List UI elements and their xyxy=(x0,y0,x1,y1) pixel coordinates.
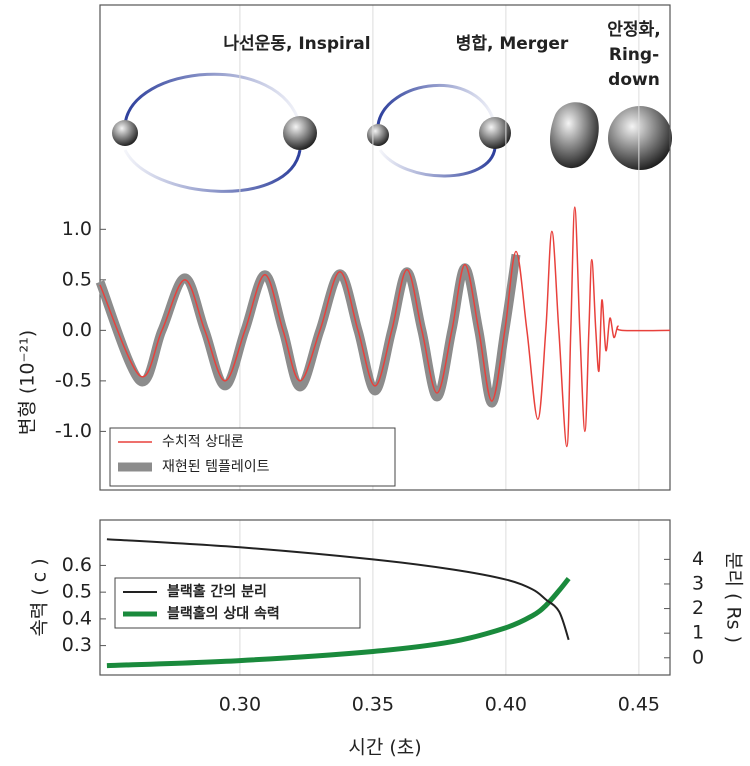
y2-tick-label: 3 xyxy=(692,572,704,594)
y-tick-label: 0.0 xyxy=(62,319,92,341)
y-axis-label: 변형 (10⁻²¹) xyxy=(17,330,39,435)
y-tick-label: 0.5 xyxy=(62,268,92,290)
orbit xyxy=(378,147,497,178)
y-tick-label: 0.4 xyxy=(62,607,92,629)
black-hole xyxy=(283,116,317,150)
y-tick-label: -1.0 xyxy=(55,420,92,442)
legend-box xyxy=(109,427,396,487)
annotation: down xyxy=(608,70,660,90)
orbit xyxy=(123,72,302,126)
illustration xyxy=(112,72,672,193)
x-tick-label: 0.30 xyxy=(219,694,261,716)
y-tick-label: 0.5 xyxy=(62,581,92,603)
series-line xyxy=(99,206,671,448)
legend-label: 수치적 상대론 xyxy=(162,434,244,450)
y2-tick-label: 4 xyxy=(692,548,704,570)
y-tick-label: -0.5 xyxy=(55,369,92,391)
x-tick-label: 0.45 xyxy=(618,694,660,716)
black-hole xyxy=(112,120,138,146)
y-tick-label: 0.6 xyxy=(62,554,92,576)
x-axis-label: 시간 (초) xyxy=(348,737,421,759)
final-black-hole xyxy=(608,106,672,170)
orbit xyxy=(123,149,302,193)
merging-black-hole xyxy=(550,102,599,169)
annotation: 나선운동, Inspiral xyxy=(223,34,370,54)
series-line xyxy=(106,538,570,641)
series-line xyxy=(106,576,571,669)
y-tick-label: 1.0 xyxy=(62,218,92,240)
x-tick-label: 0.35 xyxy=(352,694,394,716)
y-tick-label: 0.3 xyxy=(62,634,92,656)
orbit xyxy=(376,83,497,126)
plot-frame xyxy=(99,519,671,676)
x-tick-label: 0.40 xyxy=(485,694,527,716)
legend-label: 블랙홀 간의 분리 xyxy=(167,583,267,600)
y-axis-label: 속력 ( c ) xyxy=(29,558,51,636)
legend-label: 블랙홀의 상대 속력 xyxy=(167,605,280,622)
y2-axis-label: 분리 ( Rs ) xyxy=(723,552,745,643)
legend-label: 재현된 템플레이트 xyxy=(162,459,270,475)
y2-tick-label: 1 xyxy=(692,622,704,644)
y2-tick-label: 2 xyxy=(692,597,704,619)
annotation: Ring- xyxy=(609,45,659,65)
annotation: 병합, Merger xyxy=(456,33,569,54)
legend-box xyxy=(114,577,361,629)
annotation: 안정화, xyxy=(607,20,660,40)
black-hole xyxy=(479,117,511,149)
y2-tick-label: 0 xyxy=(692,646,704,668)
plot-frame xyxy=(99,4,671,491)
black-hole xyxy=(367,124,389,146)
